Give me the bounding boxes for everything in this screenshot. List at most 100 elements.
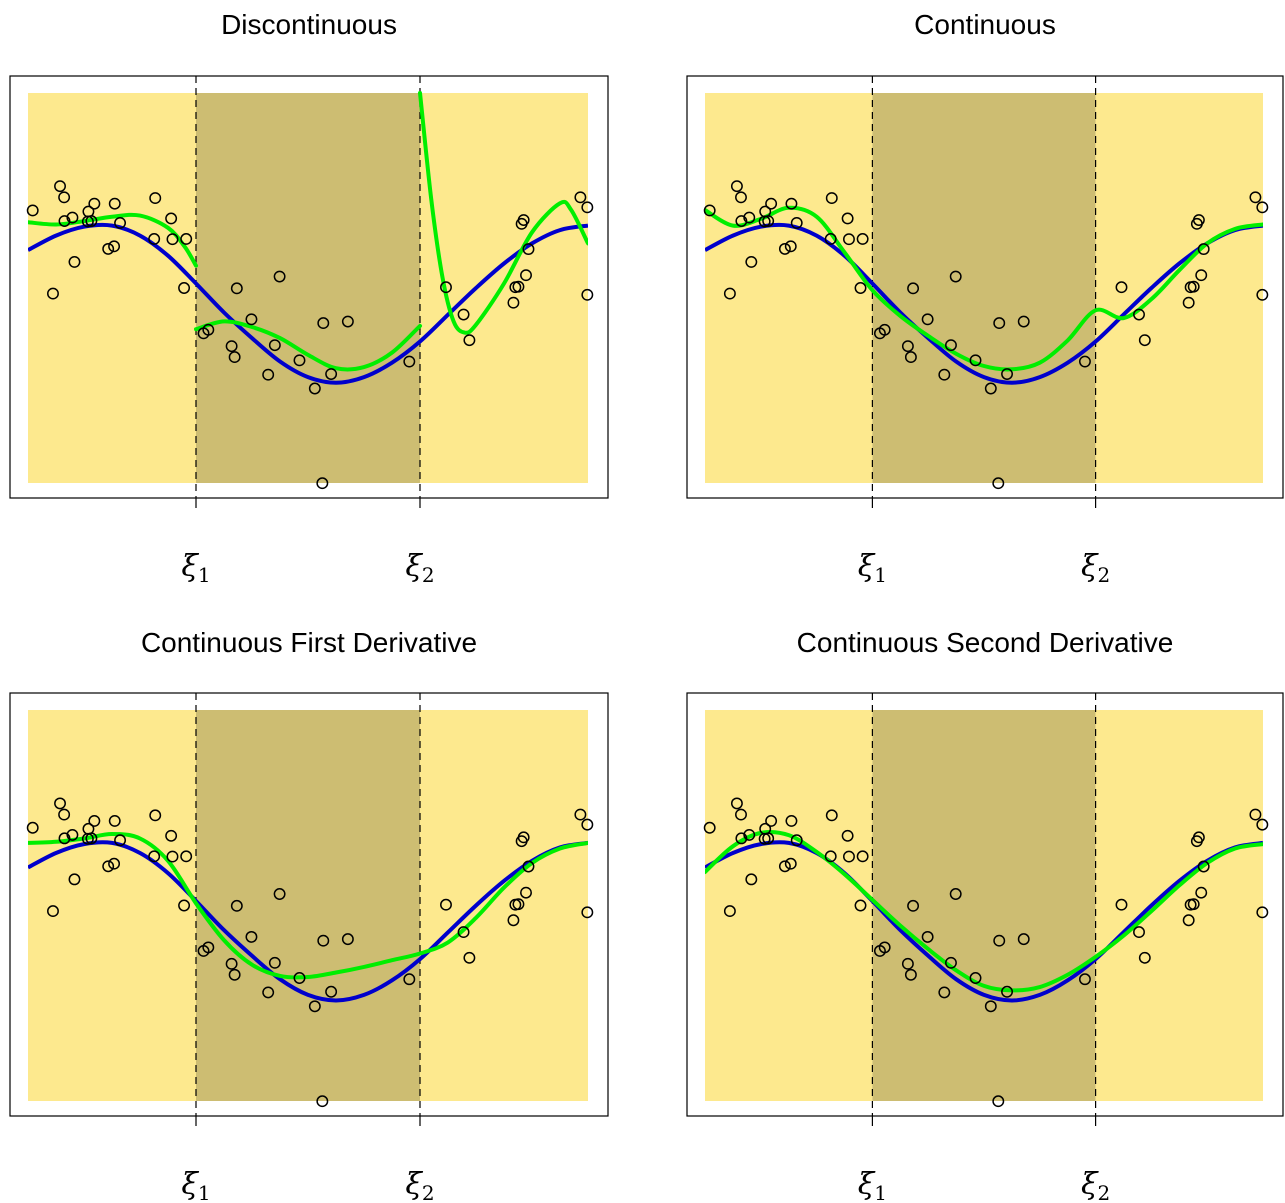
data-point — [790, 834, 803, 847]
panel-4: Continuous Second Derivative ξ1 ξ2 — [686, 627, 1284, 1203]
band-right — [420, 710, 588, 1101]
data-point — [273, 888, 286, 900]
panel-frame — [9, 692, 609, 1117]
data-point — [785, 814, 798, 827]
data-point — [1249, 191, 1262, 204]
data-point — [1192, 214, 1205, 226]
data-point — [517, 214, 530, 226]
data-point — [316, 477, 329, 490]
data-point — [1195, 269, 1208, 282]
data-point — [778, 860, 791, 873]
knot-label-1: ξ1 — [858, 549, 887, 587]
data-point — [904, 351, 917, 364]
data-point — [268, 956, 281, 969]
data-point — [723, 287, 736, 300]
data-point — [1133, 926, 1145, 939]
data-point — [403, 355, 416, 368]
data-point — [938, 368, 951, 381]
data-point — [921, 930, 934, 943]
data-point — [47, 905, 59, 918]
band-right — [420, 93, 588, 483]
data-point — [293, 354, 306, 367]
data-point — [58, 832, 71, 845]
knot-label-2: ξ2 — [1081, 549, 1110, 587]
data-point — [785, 197, 798, 210]
data-point — [245, 313, 258, 326]
data-point — [512, 898, 525, 911]
data-point — [1115, 281, 1128, 294]
data-point — [66, 828, 79, 841]
data-point — [730, 180, 743, 193]
knot-label-1: ξ1 — [181, 549, 210, 587]
band-left — [28, 93, 196, 483]
panel-title: Continuous — [914, 9, 1056, 40]
data-point — [108, 240, 121, 253]
data-point — [1249, 808, 1262, 821]
data-point — [762, 215, 775, 227]
data-point — [581, 818, 594, 831]
data-point — [341, 933, 354, 946]
data-point — [878, 323, 891, 336]
data-point — [878, 941, 891, 954]
data-point — [825, 809, 838, 822]
data-point — [778, 242, 791, 255]
data-point — [574, 808, 587, 821]
data-point — [463, 334, 476, 347]
data-point — [317, 934, 330, 947]
data-point — [1182, 296, 1195, 309]
data-point — [178, 282, 191, 294]
data-point — [1187, 280, 1200, 293]
data-point — [165, 829, 178, 842]
data-point — [735, 215, 748, 227]
data-point — [262, 368, 275, 381]
data-point — [1256, 818, 1269, 831]
data-point — [88, 197, 101, 210]
band-middle — [872, 710, 1096, 1101]
data-point — [507, 296, 520, 309]
data-point — [762, 832, 775, 845]
data-point — [843, 850, 855, 863]
band-left — [28, 710, 196, 1101]
data-point — [293, 972, 306, 984]
data-point — [841, 829, 854, 842]
data-point — [984, 1000, 997, 1013]
panel-title: Continuous First Derivative — [141, 627, 477, 658]
data-point — [969, 354, 982, 367]
data-point — [114, 834, 127, 847]
data-point — [945, 339, 957, 352]
data-point — [841, 212, 854, 225]
panel-title: Discontinuous — [221, 9, 397, 40]
fitted-curve-piece-3 — [418, 91, 588, 335]
data-point — [403, 973, 416, 986]
data-point — [907, 282, 920, 295]
panel-1: Discontinuous ξ1 ξ2 — [9, 9, 609, 587]
data-point — [992, 1095, 1005, 1108]
fitted-curve-piece-1 — [28, 212, 198, 268]
data-point — [790, 216, 803, 229]
data-point — [230, 899, 243, 912]
data-point — [225, 957, 238, 970]
data-point — [108, 814, 121, 827]
data-point — [745, 873, 758, 886]
data-point — [273, 270, 286, 283]
data-point — [102, 860, 115, 873]
data-point — [730, 797, 743, 810]
data-point — [1138, 334, 1151, 347]
data-point — [308, 382, 321, 395]
data-point — [843, 233, 855, 246]
data-point — [26, 821, 39, 834]
data-point — [735, 808, 747, 821]
data-point — [984, 382, 997, 395]
data-point — [1078, 973, 1091, 986]
band-right — [1095, 710, 1263, 1101]
data-point — [268, 339, 281, 352]
data-point — [765, 814, 778, 827]
data-point — [938, 986, 951, 999]
data-point — [1078, 355, 1091, 368]
data-point — [108, 197, 121, 210]
data-point — [969, 972, 982, 984]
knot-label-1: ξ1 — [181, 1167, 210, 1203]
data-point — [47, 287, 59, 300]
data-point — [1017, 933, 1030, 946]
